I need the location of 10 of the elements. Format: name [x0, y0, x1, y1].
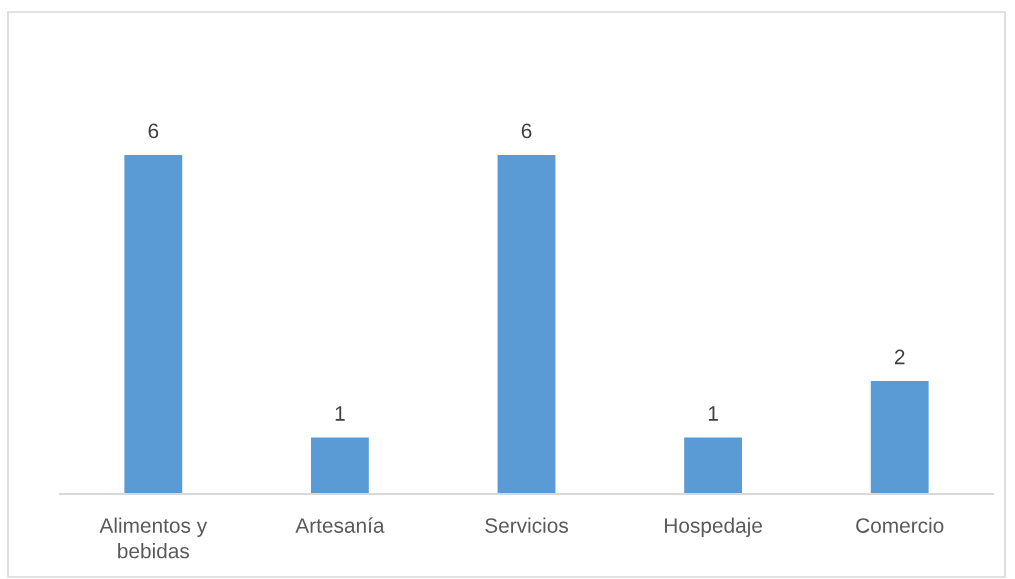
x-tick-label: Comercio [856, 517, 944, 533]
x-tick-label: Hospedaje [665, 517, 762, 538]
data-label: 1 [335, 406, 345, 421]
x-tick-label: Alimentos y bebidas [99, 517, 208, 559]
data-label: 1 [708, 406, 718, 421]
data-label: 6 [521, 123, 532, 139]
x-tick-label: Servicios [485, 517, 569, 533]
data-label: 6 [148, 123, 159, 139]
data-label: 2 [894, 349, 905, 365]
x-tick-label: Artesanía [295, 517, 385, 533]
